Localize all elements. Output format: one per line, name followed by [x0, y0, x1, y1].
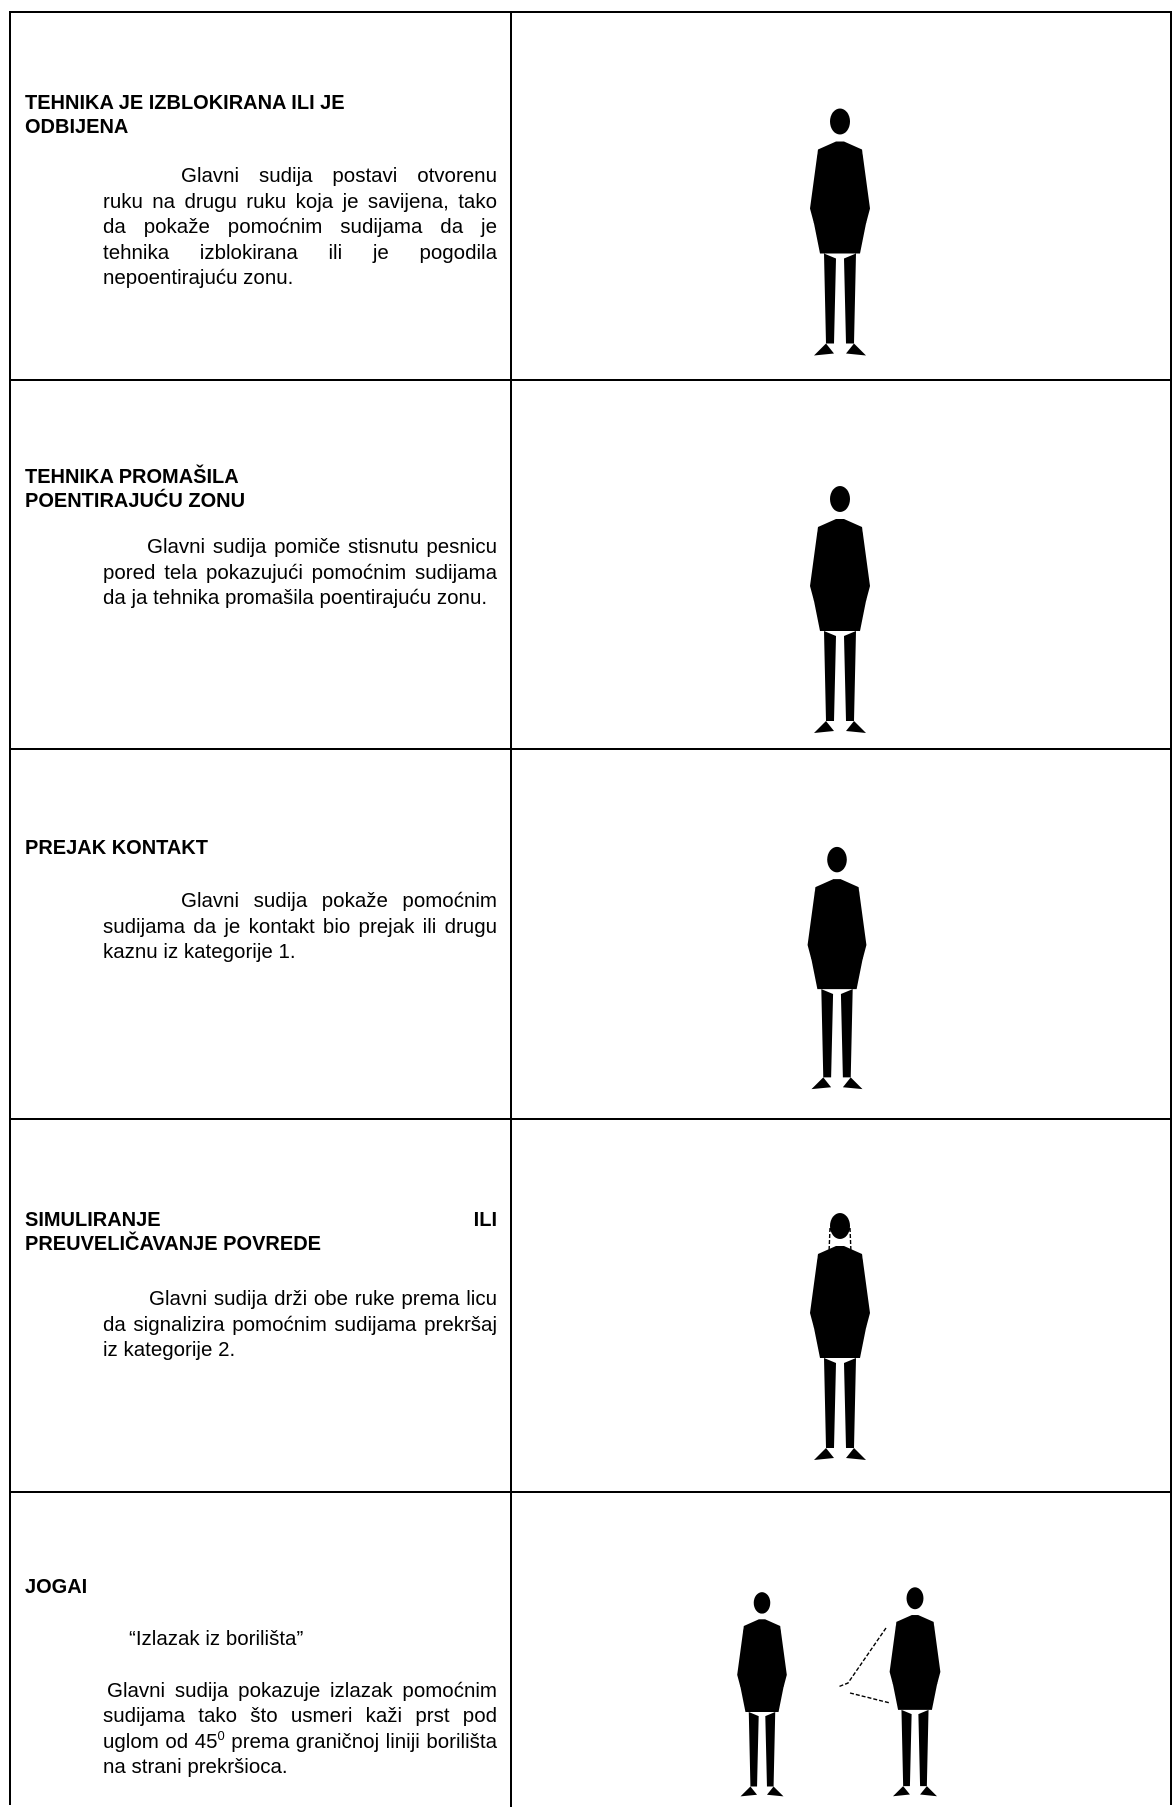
row-body: “Izlazak iz borilišta” Glavni sudija pok…	[103, 1626, 497, 1806]
text-cell: PREJAK KONTAKT Glavni sudija pokaže pomo…	[11, 750, 512, 1118]
row-body: Glavni sudija pokaže pomoćnim sudijama d…	[103, 888, 497, 991]
row-body: Glavni sudija postavi otvorenu ruku na d…	[103, 163, 497, 317]
paragraph: Glavni sudija postavi otvorenu ruku na d…	[103, 164, 497, 289]
title-line: PREJAK KONTAKT	[25, 837, 208, 859]
table-row: JOGAI “Izlazak iz borilišta” Glavni sudi…	[11, 1493, 1170, 1807]
row-body: Glavni sudija drži obe ruke prema licu d…	[103, 1286, 497, 1389]
referee-figure	[792, 842, 882, 1097]
paragraph: Glavni sudija pokazuje izlazak pomoćnim …	[103, 1678, 497, 1780]
row-title: JOGAI	[25, 1575, 497, 1599]
figure-cell	[512, 750, 1170, 1118]
referee-figure	[737, 1592, 787, 1797]
title-line: SIMULIRANJE ILI	[25, 1209, 497, 1231]
title-line: PREUVELIČAVANJE POVREDE	[25, 1233, 321, 1255]
text-cell: JOGAI “Izlazak iz borilišta” Glavni sudi…	[11, 1493, 512, 1807]
title-line: TEHNIKA PROMAŠILA	[25, 466, 239, 488]
paragraph: Glavni sudija pokaže pomoćnim sudijama d…	[103, 889, 497, 963]
title-line: TEHNIKA JE IZBLOKIRANA ILI JE	[25, 92, 345, 114]
table-row: SIMULIRANJE ILI PREUVELIČAVANJE POVREDE …	[11, 1120, 1170, 1493]
signal-table: TEHNIKA JE IZBLOKIRANA ILI JE ODBIJENA G…	[9, 11, 1172, 1807]
text-cell: TEHNIKA JE IZBLOKIRANA ILI JE ODBIJENA G…	[11, 13, 512, 379]
paragraph: Glavni sudija pomiče stisnutu pesnicu po…	[103, 535, 497, 609]
table-row: PREJAK KONTAKT Glavni sudija pokaže pomo…	[11, 750, 1170, 1120]
title-line: ODBIJENA	[25, 116, 129, 138]
paragraph: “Izlazak iz borilišta”	[129, 1627, 304, 1650]
text-cell: SIMULIRANJE ILI PREUVELIČAVANJE POVREDE …	[11, 1120, 512, 1491]
referee-figure	[837, 1587, 941, 1797]
title-line: JOGAI	[25, 1576, 88, 1598]
superscript: 0	[217, 1727, 225, 1743]
referee-figure	[800, 1208, 880, 1468]
row-title: TEHNIKA PROMAŠILA POENTIRAJUĆU ZONU	[25, 465, 497, 513]
row-title: TEHNIKA JE IZBLOKIRANA ILI JE ODBIJENA	[25, 91, 497, 139]
title-line: POENTIRAJUĆU ZONU	[25, 490, 246, 512]
table-row: TEHNIKA JE IZBLOKIRANA ILI JE ODBIJENA G…	[11, 13, 1170, 381]
row-title: SIMULIRANJE ILI PREUVELIČAVANJE POVREDE	[25, 1208, 497, 1256]
text-cell: TEHNIKA PROMAŠILA POENTIRAJUĆU ZONU Glav…	[11, 381, 512, 748]
row-body: Glavni sudija pomiče stisnutu pesnicu po…	[103, 534, 497, 637]
table-row: TEHNIKA PROMAŠILA POENTIRAJUĆU ZONU Glav…	[11, 381, 1170, 750]
referee-figure	[800, 101, 880, 366]
figure-cell	[512, 381, 1170, 748]
figure-cell	[512, 1120, 1170, 1491]
paragraph: Glavni sudija drži obe ruke prema licu d…	[103, 1287, 497, 1361]
figure-cell	[512, 1493, 1170, 1807]
row-title: PREJAK KONTAKT	[25, 836, 497, 860]
figure-cell	[512, 13, 1170, 379]
text: Glavni sudija pokazuje izlazak pomoćnim …	[103, 1678, 497, 1753]
referee-figure	[800, 476, 880, 746]
text: prema graničnoj liniji borilišta na stra…	[103, 1729, 498, 1779]
